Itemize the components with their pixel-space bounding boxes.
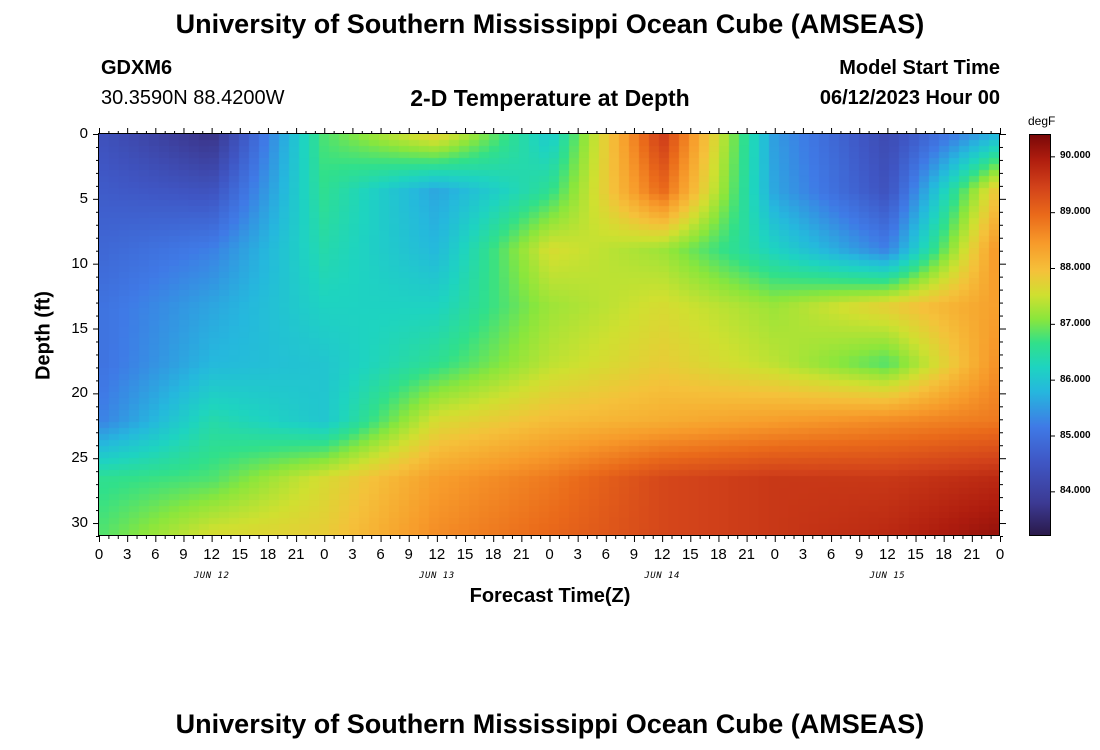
x-tick-label: 0 — [770, 546, 779, 563]
date-label: JUN 14 — [644, 571, 680, 581]
x-tick-label: 15 — [456, 546, 474, 563]
colorbar-tick-label: 87.000 — [1060, 317, 1091, 329]
colorbar-unit: degF — [1028, 114, 1056, 128]
x-tick-label: 12 — [879, 546, 896, 563]
x-tick-label: 15 — [231, 546, 249, 563]
x-tick-label: 6 — [826, 546, 836, 563]
x-tick-label: 3 — [122, 546, 132, 563]
x-tick-label: 21 — [513, 546, 530, 563]
x-tick-label: 0 — [94, 546, 104, 563]
colorbar-tick-label: 88.000 — [1060, 262, 1091, 273]
chart-subtitle-text: 2-D Temperature at Depth — [410, 85, 690, 111]
x-axis-label: Forecast Time(Z) — [469, 585, 631, 607]
colorbar-tick-label: 89.000 — [1060, 206, 1091, 218]
x-tick-label: 9 — [855, 546, 864, 563]
x-tick-label: 3 — [573, 546, 582, 563]
colorbar-tick-label: 85.000 — [1060, 429, 1091, 441]
colorbar-tick-label: 84.000 — [1060, 485, 1091, 497]
x-tick-label: 9 — [629, 546, 639, 563]
page-title: University of Southern Mississippi Ocean… — [175, 9, 925, 39]
x-tick-label: 18 — [484, 546, 502, 563]
x-tick-label: 18 — [259, 546, 277, 563]
station-id: GDXM6 — [101, 57, 173, 79]
colorbar-tick-label: 86.000 — [1060, 373, 1091, 385]
y-tick-label: 25 — [71, 449, 88, 467]
x-tick-label: 12 — [203, 546, 220, 563]
y-tick-label: 0 — [79, 125, 88, 142]
model-start-time: 06/12/2023 Hour 00 — [819, 87, 1000, 109]
colorbar — [1029, 134, 1051, 536]
x-tick-label: 18 — [935, 546, 953, 563]
y-tick-label: 5 — [79, 189, 88, 207]
x-tick-label: 21 — [963, 546, 981, 563]
x-tick-label: 0 — [995, 546, 1005, 563]
temperature-heatmap — [99, 134, 1000, 536]
x-tick-label: 3 — [798, 546, 808, 563]
plot-frame — [98, 133, 1000, 536]
y-tick-label: 15 — [71, 319, 88, 337]
y-tick-label: 10 — [71, 254, 88, 272]
x-tick-label: 12 — [428, 546, 446, 563]
station-coordinates: 30.3590N 88.4200W — [101, 87, 285, 109]
y-tick-label: 30 — [71, 514, 88, 532]
x-tick-label: 12 — [653, 546, 671, 563]
x-tick-label: 21 — [287, 546, 305, 563]
x-tick-label: 15 — [681, 546, 699, 563]
x-tick-label: 15 — [907, 546, 924, 563]
model-start-label: Model Start Time — [839, 57, 1000, 79]
x-tick-label: 6 — [601, 546, 610, 563]
x-tick-label: 0 — [320, 546, 329, 563]
chart-subtitle: 2-D Temperature at Depth — [0, 85, 1100, 112]
x-tick-label: 6 — [376, 546, 385, 563]
x-tick-label: 9 — [179, 546, 188, 563]
colorbar-tick-label: 90.000 — [1060, 150, 1091, 162]
x-tick-label: 9 — [404, 546, 413, 563]
x-tick-label: 0 — [545, 546, 554, 563]
date-label: JUN 15 — [869, 571, 906, 581]
x-tick-label: 6 — [151, 546, 160, 563]
date-label: JUN 13 — [419, 571, 455, 581]
x-tick-label: 3 — [348, 546, 357, 563]
x-tick-label: 21 — [738, 546, 755, 563]
footer-title: University of Southern Mississippi Ocean… — [175, 709, 925, 739]
y-tick-label: 20 — [71, 384, 88, 402]
date-label: JUN 12 — [193, 571, 230, 581]
x-tick-label: 18 — [710, 546, 727, 563]
